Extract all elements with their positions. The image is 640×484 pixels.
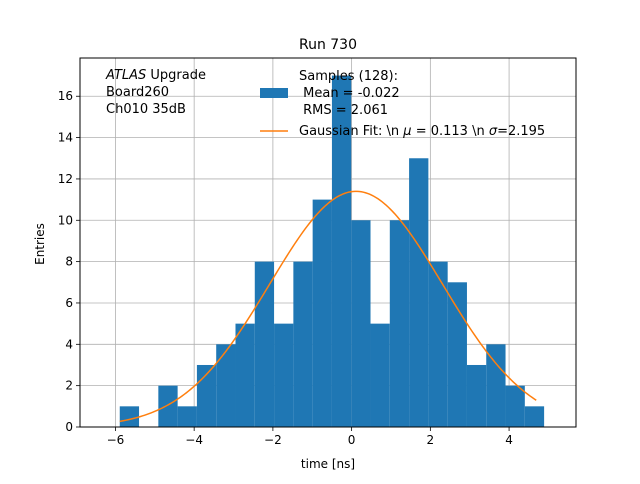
y-tick-label: 12 [58,172,73,186]
legend-hist-line-2: Mean = -0.022 [299,86,400,101]
histogram-bar [351,220,371,427]
mu-symbol: μ [402,124,411,139]
sigma-symbol: σ [489,124,498,139]
histogram-bar [524,406,545,427]
y-tick-label: 16 [58,89,73,103]
fit-label-text: Gaussian Fit: \n [299,124,403,139]
histogram-bar [486,344,506,427]
annotation-line: ATLAS Upgrade [105,68,206,83]
histogram-bar [505,385,525,427]
x-tick-label: −4 [185,433,203,447]
fit-line [119,190,537,423]
histogram-bar [216,344,236,427]
atlas-annotation: ATLAS Upgrade Board260 Ch010 35dB [105,68,206,117]
histogram-bar [428,261,448,427]
histogram-bar [254,261,275,427]
chart-title: Run 730 [299,37,357,53]
fit-label-text: =2.195 [497,124,545,139]
y-tick-label: 0 [65,420,73,434]
annotation-text: Ch010 35dB [106,102,186,117]
plot-frame [79,57,577,428]
gaussian-fit-curve [119,190,537,423]
y-tick-label: 8 [65,255,73,269]
y-axis-label: Entries [33,223,47,265]
histogram-bar [447,282,467,427]
histogram-bar [119,406,140,427]
legend-hist-swatch [260,88,288,98]
histogram-bar [312,199,332,427]
x-tick-label: −6 [107,433,125,447]
x-tick-label: 4 [505,433,513,447]
histogram-bar [370,323,390,427]
y-tick-label: 10 [58,213,73,227]
legend: Samples (128): Mean = -0.022 RMS = 2.061… [260,69,545,139]
grid-layer [80,58,576,428]
histogram-bar [235,323,255,427]
histogram-bar [389,220,410,427]
annotation-line: Board260 [106,85,169,100]
histogram-bar [274,323,294,427]
histogram-bar [293,261,313,427]
x-tick-label: −2 [264,433,282,447]
annotation-text: Upgrade [146,68,206,83]
annotation-italic: ATLAS [105,68,146,83]
x-tick-label: 0 [348,433,356,447]
fit-label-text: = 0.113 \n [412,124,489,139]
histogram-bar [331,75,352,428]
annotation-text: Board260 [106,85,169,100]
histogram-bars [119,75,545,428]
annotation-line: Ch010 35dB [106,102,186,117]
y-tick-label: 4 [65,337,73,351]
histogram-bar [466,364,487,427]
histogram-bar [158,385,178,427]
axis-ticks: −6 −4 −2 0 2 4 0 2 4 6 8 10 12 14 16 [58,89,513,447]
histogram-bar [409,158,429,427]
x-tick-label: 2 [427,433,435,447]
histogram-bar [177,406,197,427]
histogram-bar [196,364,217,427]
legend-hist-line-1: Samples (128): [299,69,398,84]
x-axis-label: time [ns] [301,457,355,471]
y-tick-label: 6 [65,296,73,310]
y-tick-label: 2 [65,379,73,393]
legend-hist-line-3: RMS = 2.061 [299,103,388,118]
legend-fit-label: Gaussian Fit: \n μ = 0.113 \n σ=2.195 [299,124,545,139]
y-tick-label: 14 [58,131,73,145]
